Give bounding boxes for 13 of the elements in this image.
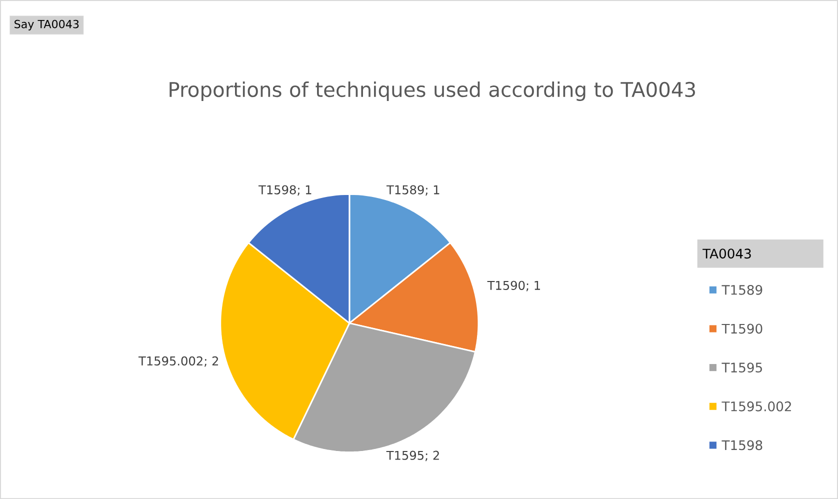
legend-title: TA0043 (702, 248, 751, 258)
legend-label: T1595 (722, 362, 762, 372)
legend-label: T1590 (722, 324, 762, 334)
chart-title: Proportions of techniques used according to TA0043 (170, 81, 695, 101)
data-label: T1595; 2 (386, 450, 439, 462)
legend-label: T1598 (722, 440, 762, 450)
data-label: T1590; 1 (487, 280, 540, 292)
data-label: T1595.002; 2 (138, 356, 218, 367)
data-label: T1589; 1 (386, 185, 440, 196)
text: Say TA0043 (14, 20, 79, 30)
data-label: T1598; 1 (258, 185, 312, 196)
legend-label: T1595.002 (722, 401, 791, 412)
legend-label: T1589 (722, 284, 762, 295)
